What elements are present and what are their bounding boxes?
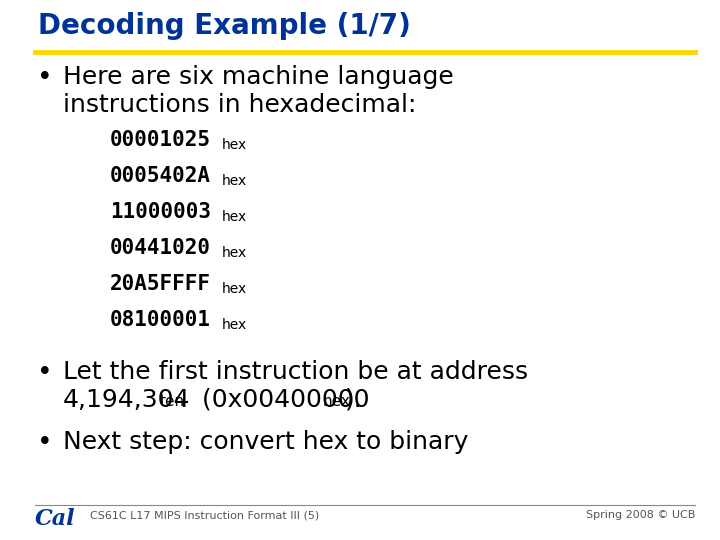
Text: hex: hex bbox=[222, 318, 247, 332]
Text: Here are six machine language: Here are six machine language bbox=[63, 65, 454, 89]
Text: •: • bbox=[37, 65, 53, 91]
Text: instructions in hexadecimal:: instructions in hexadecimal: bbox=[63, 93, 416, 117]
Text: ).: ). bbox=[345, 388, 363, 412]
Text: hex: hex bbox=[222, 246, 247, 260]
Text: Decoding Example (1/7): Decoding Example (1/7) bbox=[38, 12, 411, 40]
Text: CS61C L17 MIPS Instruction Format III (5): CS61C L17 MIPS Instruction Format III (5… bbox=[90, 510, 319, 520]
Text: ten: ten bbox=[160, 394, 185, 409]
Text: 08100001: 08100001 bbox=[110, 310, 211, 330]
Text: •: • bbox=[37, 430, 53, 456]
Text: hex: hex bbox=[222, 138, 247, 152]
Text: Spring 2008 © UCB: Spring 2008 © UCB bbox=[585, 510, 695, 520]
Text: hex: hex bbox=[222, 210, 247, 224]
Text: Cal: Cal bbox=[35, 508, 76, 530]
Text: •: • bbox=[37, 360, 53, 386]
Text: 00441020: 00441020 bbox=[110, 238, 211, 258]
Text: (0x00400000: (0x00400000 bbox=[194, 388, 369, 412]
Text: 4,194,304: 4,194,304 bbox=[63, 388, 191, 412]
Text: hex: hex bbox=[222, 174, 247, 188]
Text: hex: hex bbox=[323, 394, 351, 409]
Text: 11000003: 11000003 bbox=[110, 202, 211, 222]
Text: Let the first instruction be at address: Let the first instruction be at address bbox=[63, 360, 528, 384]
Text: 0005402A: 0005402A bbox=[110, 166, 211, 186]
Text: hex: hex bbox=[222, 282, 247, 296]
Text: Next step: convert hex to binary: Next step: convert hex to binary bbox=[63, 430, 469, 454]
Text: 20A5FFFF: 20A5FFFF bbox=[110, 274, 211, 294]
Text: 00001025: 00001025 bbox=[110, 130, 211, 150]
